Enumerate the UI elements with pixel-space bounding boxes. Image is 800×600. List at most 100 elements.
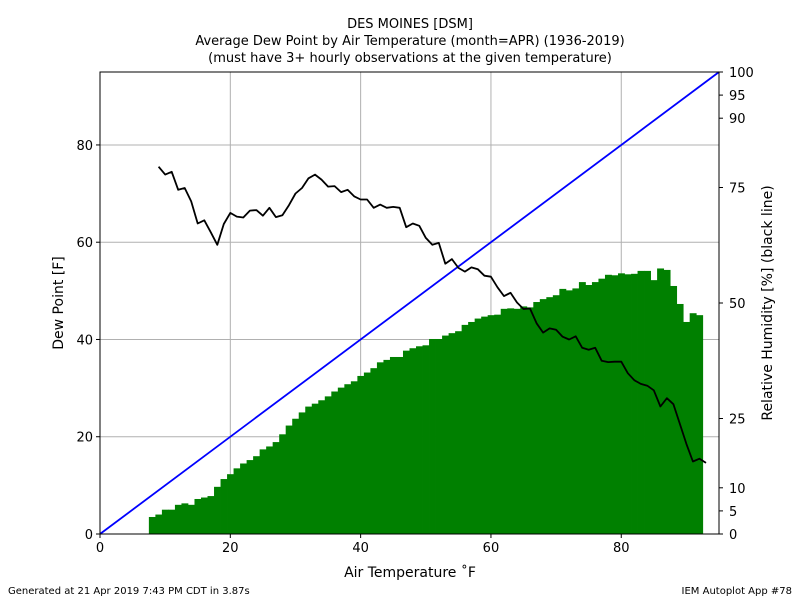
x-tick-label: 60	[483, 541, 500, 556]
dew-point-bar	[539, 299, 547, 534]
x-tick-label: 0	[96, 541, 104, 556]
chart-note: (must have 3+ hourly observations at the…	[208, 51, 612, 66]
dew-point-bar	[259, 449, 267, 534]
y2-tick-label: 50	[729, 297, 746, 312]
dew-point-bar	[644, 270, 651, 534]
dew-point-bar	[285, 425, 293, 534]
dew-point-bar	[448, 333, 456, 534]
y2-tick-label: 75	[729, 182, 746, 197]
dew-point-bar	[363, 372, 371, 534]
dew-point-bar	[311, 403, 319, 534]
dew-point-bar	[324, 396, 332, 534]
relative-humidity-line	[157, 166, 707, 464]
dew-point-bar	[298, 412, 306, 534]
dew-point-bar	[409, 348, 417, 534]
x-tick-label: 20	[222, 541, 239, 556]
dew-point-bar	[585, 285, 593, 534]
y-tick-label: 20	[76, 431, 93, 446]
dew-point-bar	[500, 308, 508, 534]
dew-point-bar	[618, 273, 625, 534]
dew-point-bar	[435, 338, 443, 534]
dew-point-bar	[696, 315, 704, 534]
dew-point-bar	[181, 503, 189, 534]
dew-point-bar	[481, 316, 489, 534]
dew-point-bar	[533, 302, 541, 534]
dew-point-bar	[220, 479, 228, 534]
dew-point-bar	[552, 295, 560, 534]
dew-point-bar	[266, 446, 274, 534]
dew-point-bar	[559, 288, 567, 534]
dew-point-bar	[429, 338, 436, 534]
dew-point-bar	[253, 456, 261, 534]
dew-point-bar	[604, 274, 612, 534]
dew-point-bar	[624, 274, 632, 534]
dew-point-bar	[611, 275, 619, 534]
dew-point-bar	[455, 331, 463, 534]
dew-point-bar	[200, 497, 208, 534]
dew-point-bar	[155, 514, 163, 534]
y2-tick-label: 90	[729, 112, 746, 127]
dew-point-bar	[650, 280, 658, 534]
y2-tick-label: 5	[729, 505, 737, 520]
dew-point-bar	[565, 290, 573, 534]
dew-point-bar	[572, 288, 580, 534]
dew-point-bar	[344, 384, 352, 534]
dew-point-bar	[161, 509, 169, 534]
dew-point-bar	[305, 406, 313, 534]
dew-point-bar	[389, 356, 397, 534]
dew-point-bar	[670, 285, 678, 534]
dew-point-bars	[148, 268, 704, 534]
axes: 0 20 40 60 80 0 20 40 60 80 0 5 10 25 50 75 90 95 100	[76, 66, 753, 556]
y2-tick-label: 100	[729, 66, 754, 81]
y-tick-label: 60	[76, 236, 93, 251]
y-tick-label: 80	[76, 139, 93, 154]
dew-point-bar	[148, 516, 156, 534]
dew-point-bar	[513, 308, 521, 534]
dew-point-bar	[591, 282, 599, 534]
x-axis-label: Air Temperature ˚F	[344, 564, 476, 581]
dew-point-bar	[233, 468, 241, 534]
dew-point-bar	[279, 434, 287, 534]
dew-point-bar	[402, 350, 410, 534]
y2-tick-label: 25	[729, 413, 746, 428]
dew-point-bar	[240, 463, 248, 534]
dew-point-bar	[396, 356, 404, 534]
dew-point-bar	[468, 321, 476, 534]
dew-point-bar	[272, 442, 280, 534]
dew-point-bar	[194, 498, 202, 534]
dew-point-bar	[357, 375, 365, 534]
dew-point-bar	[207, 496, 215, 534]
dew-point-bar	[546, 297, 554, 534]
y-axis-label: Dew Point [F]	[51, 256, 67, 349]
dew-point-bar	[442, 335, 449, 534]
dew-point-bar	[214, 486, 221, 534]
dew-point-bar	[350, 381, 358, 534]
chart-title: DES MOINES [DSM]	[347, 17, 473, 32]
dew-point-bar	[676, 303, 684, 534]
dew-point-bar	[376, 362, 384, 534]
dew-point-bar	[474, 318, 482, 534]
dew-point-bar	[337, 387, 345, 534]
dew-point-bar	[631, 273, 638, 534]
dew-point-bar	[227, 474, 234, 534]
dew-point-bar	[168, 509, 176, 534]
generated-footer: Generated at 21 Apr 2019 7:43 PM CDT in …	[8, 586, 250, 597]
dew-point-bar	[461, 324, 469, 534]
dew-point-bar	[422, 345, 430, 534]
dew-point-bar	[416, 346, 423, 534]
y2-axis-label: Relative Humidity [%] (black line)	[760, 185, 776, 420]
dew-point-bar	[683, 321, 691, 534]
dew-point-bar	[578, 282, 586, 534]
app-footer: IEM Autoplot App #78	[681, 586, 792, 597]
dew-point-bar	[637, 270, 645, 534]
one-to-one-line	[99, 71, 720, 535]
y-tick-label: 40	[76, 333, 93, 348]
dew-point-bar	[598, 278, 606, 534]
dew-point-bar	[318, 400, 326, 534]
dew-point-bar	[526, 307, 534, 534]
dew-point-bar	[494, 314, 502, 534]
chart-subtitle: Average Dew Point by Air Temperature (mo…	[195, 34, 625, 49]
dew-point-bar	[383, 359, 391, 534]
y2-tick-label: 95	[729, 89, 746, 104]
